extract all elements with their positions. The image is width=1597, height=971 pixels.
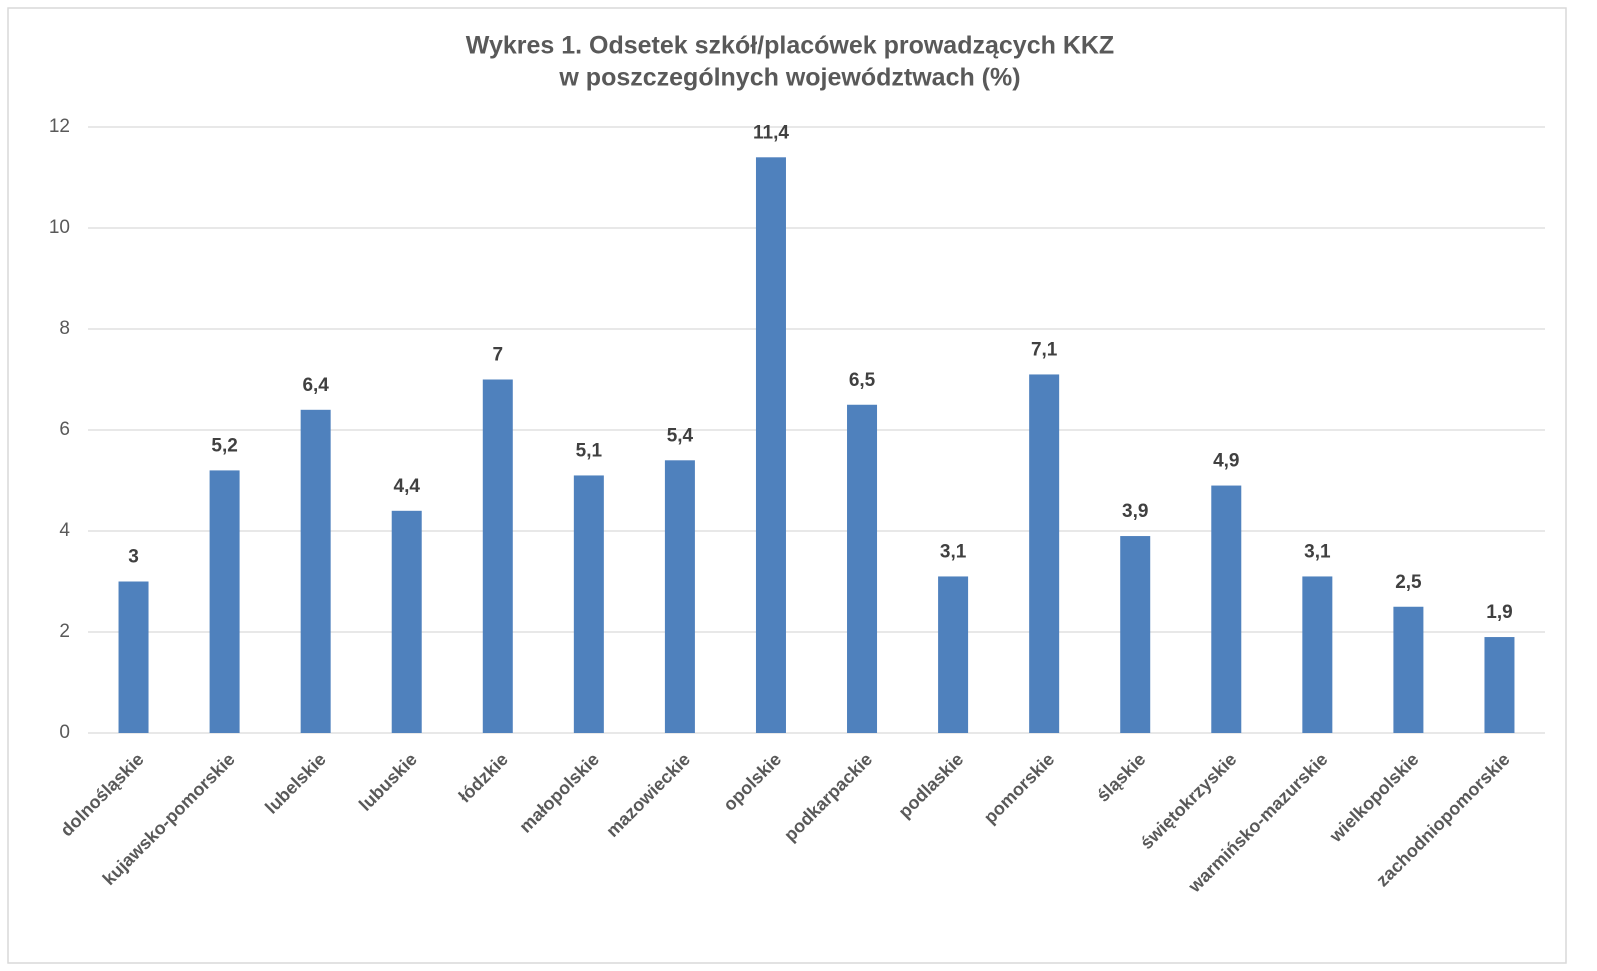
- bar: [391, 510, 422, 733]
- bar: [300, 409, 331, 733]
- bar: [1484, 637, 1515, 733]
- bar: [573, 475, 604, 733]
- bar: [209, 470, 240, 733]
- data-label: 5,2: [211, 435, 237, 456]
- y-tick-label: 6: [59, 419, 70, 440]
- data-label: 3,9: [1122, 501, 1148, 522]
- data-label: 3: [128, 547, 139, 568]
- data-label: 5,1: [576, 440, 603, 461]
- data-label: 7: [492, 345, 503, 366]
- data-label: 6,4: [302, 375, 329, 396]
- data-label: 2,5: [1395, 572, 1422, 593]
- y-tick-label: 10: [49, 217, 70, 238]
- data-label: 4,9: [1213, 451, 1239, 472]
- y-tick-label: 0: [59, 722, 70, 743]
- bar: [482, 379, 513, 733]
- bar: [1393, 606, 1424, 733]
- y-tick-label: 2: [59, 621, 70, 642]
- y-tick-label: 12: [49, 116, 70, 137]
- data-label: 3,1: [940, 541, 967, 562]
- data-label: 3,1: [1304, 541, 1331, 562]
- data-label: 7,1: [1031, 339, 1058, 360]
- bar: [118, 581, 149, 733]
- bar: [1029, 374, 1060, 733]
- bar: [938, 576, 969, 733]
- bar: [1120, 536, 1151, 733]
- data-label: 6,5: [849, 370, 876, 391]
- chart-title: w poszczególnych województwach (%): [558, 64, 1020, 92]
- chart-title: Wykres 1. Odsetek szkół/placówek prowadz…: [466, 32, 1114, 60]
- data-label: 5,4: [667, 425, 694, 446]
- chart-frame: [7, 7, 1567, 964]
- data-label: 1,9: [1486, 602, 1512, 623]
- y-tick-label: 8: [59, 318, 70, 339]
- bar: [664, 460, 695, 733]
- data-label: 11,4: [753, 122, 789, 143]
- bar: [1211, 485, 1242, 733]
- data-label: 4,4: [394, 476, 421, 497]
- bar: [755, 157, 786, 734]
- bar: [847, 404, 878, 733]
- bar: [1302, 576, 1333, 733]
- y-tick-label: 4: [59, 520, 70, 541]
